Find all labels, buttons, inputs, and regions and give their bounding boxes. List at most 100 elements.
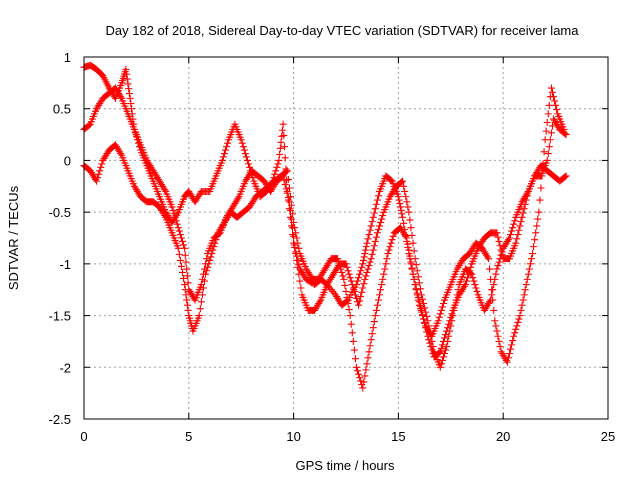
data-point-interp bbox=[173, 220, 181, 228]
data-point-interp bbox=[377, 286, 385, 294]
data-point-interp bbox=[517, 306, 525, 314]
data-point-interp bbox=[511, 329, 519, 337]
data-point-interp bbox=[349, 337, 357, 345]
y-tick-label: -2.5 bbox=[49, 412, 71, 427]
data-point-interp bbox=[416, 305, 424, 313]
data-point-interp bbox=[524, 270, 532, 278]
data-point-interp bbox=[245, 160, 253, 168]
y-tick-labels: 1 0.5 0 -0.5 -1 -1.5 -2 -2.5 bbox=[49, 50, 71, 427]
data-point-interp bbox=[184, 306, 192, 314]
data-point-interp bbox=[351, 355, 359, 363]
data-point bbox=[373, 229, 381, 237]
data-point-interp bbox=[182, 291, 190, 299]
data-point-interp bbox=[438, 303, 446, 311]
data-point-interp bbox=[124, 80, 132, 88]
data-point-interp bbox=[183, 296, 191, 304]
data-point-interp bbox=[521, 286, 529, 294]
data-point bbox=[394, 193, 402, 201]
data-point-interp bbox=[96, 167, 104, 175]
data-point bbox=[348, 281, 356, 289]
data-point-interp bbox=[196, 305, 204, 313]
data-point-interp bbox=[435, 313, 443, 321]
data-point-interp bbox=[400, 182, 408, 190]
data-point bbox=[384, 250, 392, 258]
data-point-interp bbox=[95, 170, 103, 178]
data-point-interp bbox=[545, 143, 553, 151]
data-point bbox=[399, 213, 407, 221]
data-point-interp bbox=[358, 263, 366, 271]
data-point-interp bbox=[169, 206, 177, 214]
data-point-interp bbox=[409, 239, 417, 247]
data-point-interp bbox=[363, 268, 371, 276]
series-3 bbox=[80, 84, 568, 392]
data-point bbox=[503, 358, 511, 366]
data-point-interp bbox=[376, 291, 384, 299]
data-point-interp bbox=[514, 318, 522, 326]
data-point-interp bbox=[238, 139, 246, 147]
data-point bbox=[399, 177, 407, 185]
data-point-interp bbox=[486, 265, 494, 273]
data-point-interp bbox=[523, 275, 531, 283]
data-point-interp bbox=[180, 241, 188, 249]
data-point-interp bbox=[512, 325, 520, 333]
data-point-interp bbox=[370, 209, 378, 217]
data-point-interp bbox=[496, 255, 504, 263]
data-point-interp bbox=[161, 186, 169, 194]
data-point-interp bbox=[543, 119, 551, 127]
data-point-interp bbox=[365, 262, 373, 270]
data-point-interp bbox=[369, 246, 377, 254]
data-point-interp bbox=[117, 93, 125, 101]
data-point-interp bbox=[212, 236, 220, 244]
data-point bbox=[352, 363, 360, 371]
data-point-interp bbox=[336, 262, 344, 270]
data-point-interp bbox=[220, 150, 228, 158]
data-point-interp bbox=[447, 322, 455, 330]
x-tick-label: 25 bbox=[601, 429, 615, 444]
data-point-interp bbox=[383, 255, 391, 263]
data-point-interp bbox=[316, 298, 324, 306]
data-point-interp bbox=[362, 246, 370, 254]
data-point-interp bbox=[271, 170, 279, 178]
data-point-interp bbox=[292, 229, 300, 237]
data-point-interp bbox=[408, 264, 416, 272]
data-point-interp bbox=[374, 296, 382, 304]
data-point-interp bbox=[354, 277, 362, 285]
data-point-interp bbox=[201, 277, 209, 285]
data-point-interp bbox=[356, 270, 364, 278]
data-point-interp bbox=[294, 263, 302, 271]
data-point-interp bbox=[519, 296, 527, 304]
data-point-interp bbox=[367, 222, 375, 230]
data-point-interp bbox=[289, 210, 297, 218]
data-point-interp bbox=[396, 203, 404, 211]
data-point-interp bbox=[368, 218, 376, 226]
data-point-interp bbox=[519, 209, 527, 217]
data-point-interp bbox=[437, 306, 445, 314]
data-point bbox=[409, 270, 417, 278]
data-point-interp bbox=[97, 163, 105, 171]
data-point-interp bbox=[347, 320, 355, 328]
data-point-interp bbox=[241, 150, 249, 158]
data-point-interp bbox=[358, 288, 366, 296]
data-point-interp bbox=[297, 284, 305, 292]
data-point bbox=[359, 384, 367, 392]
data-point-interp bbox=[495, 337, 503, 345]
data-point bbox=[365, 348, 373, 356]
data-point-interp bbox=[444, 337, 452, 345]
data-point-interp bbox=[293, 234, 301, 242]
data-point-interp bbox=[337, 265, 345, 273]
data-point bbox=[174, 224, 182, 232]
data-point-interp bbox=[553, 106, 561, 114]
data-point-interp bbox=[295, 244, 303, 252]
data-point-interp bbox=[538, 172, 546, 180]
data-point-interp bbox=[360, 378, 368, 386]
data-point bbox=[378, 281, 386, 289]
data-point-interp bbox=[402, 232, 410, 240]
data-point-interp bbox=[452, 296, 460, 304]
plot-frame bbox=[83, 56, 609, 420]
data-point-interp bbox=[470, 277, 478, 285]
data-point-interp bbox=[492, 270, 500, 278]
data-point-interp bbox=[94, 174, 102, 182]
data-point-interp bbox=[508, 341, 516, 349]
data-point bbox=[411, 255, 419, 263]
